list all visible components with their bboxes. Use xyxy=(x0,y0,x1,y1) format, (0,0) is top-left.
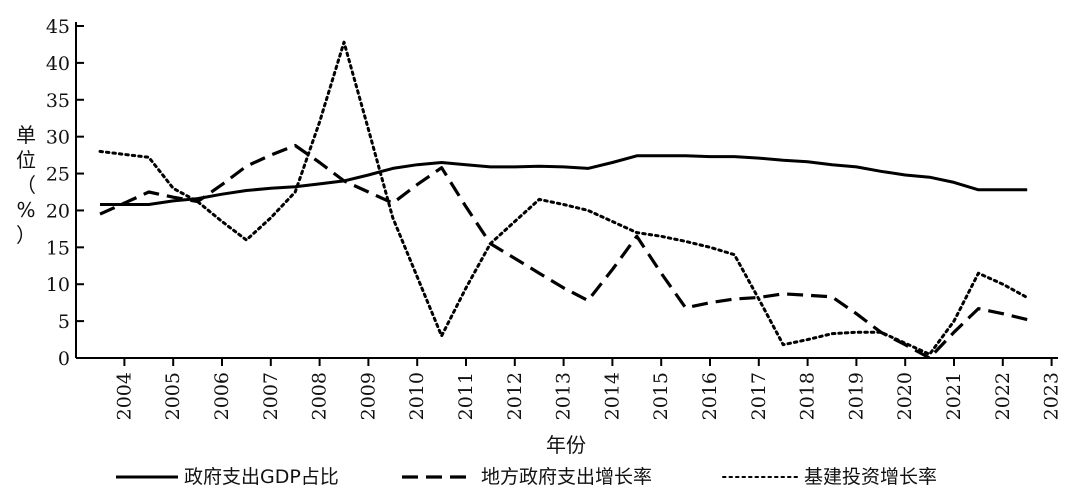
legend-label: 政府支出GDP占比 xyxy=(184,466,339,488)
x-tick-label: 2010 xyxy=(406,372,428,420)
y-ticks: 0 5 10 15 20 25 30 35 40 45 xyxy=(46,16,84,370)
x-tick-label: 2004 xyxy=(113,372,135,420)
x-tick-label: 2016 xyxy=(699,372,721,420)
x-tick-label: 2012 xyxy=(504,372,526,420)
x-tick-label: 2006 xyxy=(211,372,233,420)
y-tick-label: 40 xyxy=(46,53,70,75)
series-line-dotted xyxy=(98,40,1029,356)
x-tick-label: 2015 xyxy=(650,372,672,420)
legend-label: 基建投资增长率 xyxy=(804,466,937,488)
y-tick-label: 25 xyxy=(46,164,70,186)
x-tick-label: 2020 xyxy=(894,372,916,420)
y-tick-label: 5 xyxy=(58,311,70,333)
x-tick-label: 2009 xyxy=(357,372,379,420)
y-axis-label-char: （ xyxy=(16,173,36,197)
x-tick-label: 2017 xyxy=(748,372,770,420)
x-tick-label: 2021 xyxy=(943,372,965,420)
y-axis-label-char: % xyxy=(16,198,35,222)
x-tick-label: 2005 xyxy=(162,372,184,420)
series-lines xyxy=(98,40,1029,360)
x-tick-label: 2019 xyxy=(845,372,867,420)
x-ticks: 2004 2005 2006 2007 2008 2009 2010 2011 2012 2013… xyxy=(113,358,1063,420)
x-tick-label: 2018 xyxy=(797,372,819,420)
y-tick-label: 20 xyxy=(46,200,70,222)
x-axis-label: 年份 xyxy=(546,433,586,457)
legend-label: 地方政府支出增长率 xyxy=(481,466,652,488)
axes xyxy=(75,22,1058,359)
x-tick-label: 2014 xyxy=(601,372,623,420)
y-axis-label-char: 位 xyxy=(16,148,36,172)
series-line-dashed xyxy=(99,143,1028,360)
x-tick-label: 2008 xyxy=(309,372,331,420)
y-tick-label: 30 xyxy=(46,127,70,149)
y-tick-label: 15 xyxy=(46,237,70,259)
series-line-solid xyxy=(100,154,1028,206)
legend: 政府支出GDP占比 地方政府支出增长率 基建投资增长率 xyxy=(116,466,937,488)
x-tick-label: 2007 xyxy=(260,372,282,420)
y-tick-label: 0 xyxy=(58,348,70,370)
x-tick-label: 2011 xyxy=(455,372,477,420)
y-axis-label-char: 单 xyxy=(16,123,36,147)
x-tick-label: 2022 xyxy=(992,372,1014,420)
y-tick-label: 35 xyxy=(46,90,70,112)
y-tick-label: 45 xyxy=(46,16,70,38)
y-tick-label: 10 xyxy=(46,274,70,296)
x-tick-label: 2013 xyxy=(553,372,575,420)
y-axis-label-char: ） xyxy=(16,223,36,247)
y-axis-label: 单位（%） xyxy=(16,123,36,247)
x-tick-label: 2023 xyxy=(1041,372,1063,420)
